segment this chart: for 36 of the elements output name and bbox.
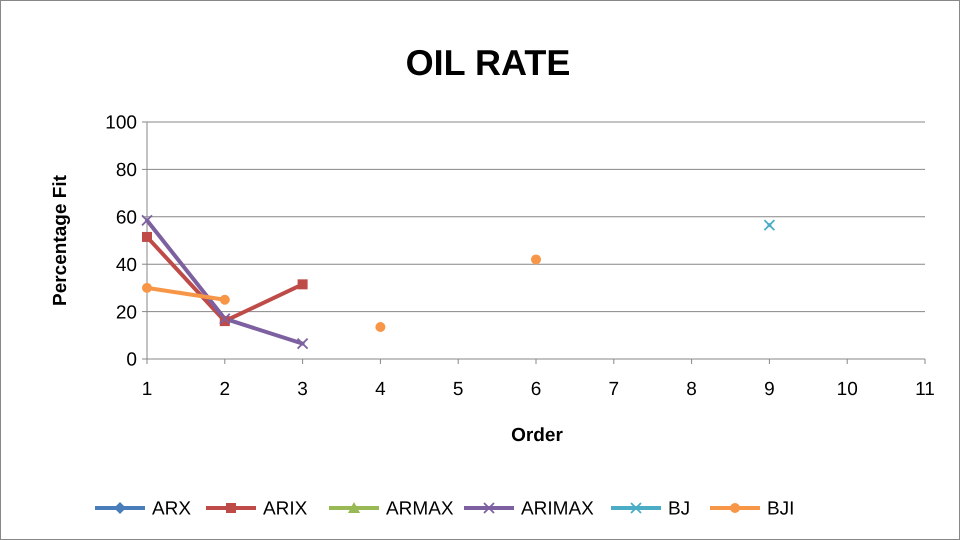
point [375,322,386,332]
x-tick-label: 3 [297,379,308,400]
point [142,282,152,293]
y-tick-label: 40 [116,254,137,276]
x-tick-label: 4 [375,379,386,400]
y-tick-label: 0 [126,350,137,371]
legend-label: ARIMAX [521,498,594,520]
x-tick-label: 9 [764,379,775,400]
point [531,254,541,264]
x-tick-label: 5 [452,379,464,400]
y-tick-label: 100 [105,112,137,134]
legend-label: ARIX [263,498,308,520]
point [142,232,152,242]
x-axis-title: Order [511,425,564,446]
point [296,338,308,350]
legend-label: ARX [152,498,192,520]
y-tick-label: 80 [116,160,137,182]
x-tick-label: 2 [220,379,230,400]
y-tick-label: 20 [116,302,137,324]
point [298,279,308,290]
y-axis-title: Percentage Fit [50,174,71,306]
x-tick-label: 8 [686,379,697,400]
x-tick-label: 6 [530,379,542,400]
point [218,312,231,325]
x-tick-label: 1 [142,379,152,400]
chart-title: OIL RATE [406,42,570,83]
legend-label: BJ [668,498,690,520]
legend-label: BJI [767,498,794,520]
point [220,294,230,305]
x-tick-label: 7 [608,379,620,400]
legend-label: ARMAX [386,498,454,520]
x-tick-label: 11 [915,379,935,400]
point [764,219,776,231]
y-tick-label: 60 [116,207,137,228]
point [141,214,153,226]
x-tick-label: 10 [836,379,858,400]
